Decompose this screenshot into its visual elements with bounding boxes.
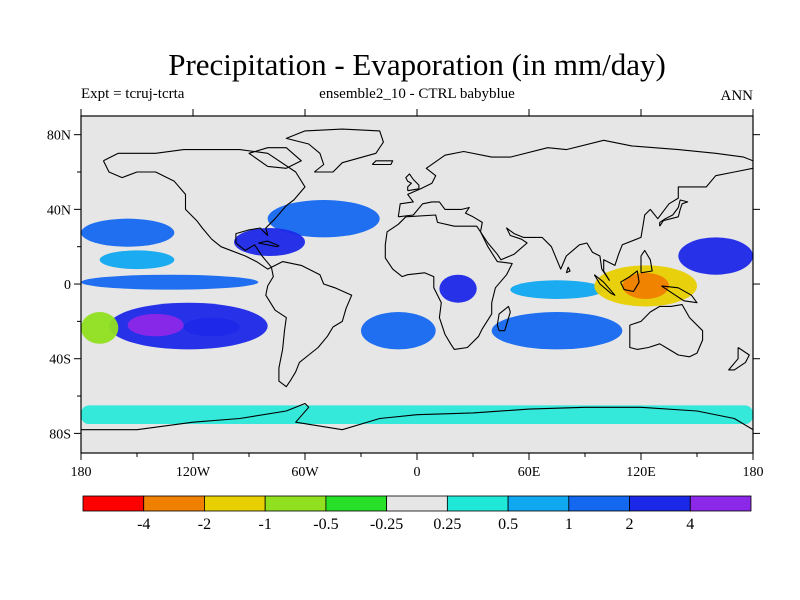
field-region-20 (81, 368, 753, 400)
chart-title: Precipitation - Evaporation (in mm/day) (168, 47, 666, 82)
precip-field-layer (81, 119, 753, 425)
colorbar-swatch (143, 495, 205, 512)
coastline-uk (405, 173, 420, 192)
coastline-sri-lanka (565, 266, 571, 274)
field-region-4 (81, 274, 259, 290)
colorbar (82, 495, 752, 512)
colorbar-swatch (629, 495, 691, 512)
field-region-6 (99, 250, 175, 270)
colorbar-label: 0.5 (498, 516, 518, 533)
lat-tick-label: 40S (49, 353, 71, 368)
colorbar-label: -1 (259, 516, 272, 533)
colorbar-label: 4 (686, 516, 694, 533)
ensemble-label: ensemble2_10 - CTRL babyblue (319, 86, 515, 102)
longitude-axis: 180 120W 60W 0 60E 120E 180 (71, 109, 764, 480)
lon-tick-label: 60W (291, 465, 319, 480)
field-region-7 (267, 200, 380, 238)
coastline-borneo (620, 270, 640, 293)
field-region-18 (622, 272, 670, 299)
field-region-12 (137, 119, 529, 150)
lon-tick-label: 120E (626, 465, 656, 480)
colorbar-swatch (264, 495, 327, 512)
colorbar-label: 1 (565, 516, 573, 533)
coastline-australia (629, 304, 704, 358)
field-region-9 (323, 261, 390, 281)
field-region-2 (183, 317, 240, 337)
lon-tick-label: 120W (176, 465, 211, 480)
coastline-new-guinea (661, 285, 698, 304)
field-region-14 (491, 312, 623, 350)
colorbar-swatch (568, 495, 630, 512)
map-panel (80, 115, 754, 454)
colorbar-label: 2 (626, 516, 634, 533)
coastline-south-america (265, 261, 353, 388)
field-region-19 (678, 237, 753, 275)
coastline-baffin (248, 147, 302, 169)
field-region-3 (81, 312, 119, 344)
coastline-eurasia (397, 139, 753, 281)
experiment-label: Expt = tcruj-tcrta (81, 86, 185, 102)
field-region-16 (361, 312, 436, 350)
lat-tick-label: 80N (47, 129, 71, 144)
field-region-1 (127, 313, 184, 337)
colorbar-label: 0.25 (433, 516, 461, 533)
coastline-madagascar (496, 305, 511, 332)
season-label: ANN (721, 88, 754, 104)
coastline-iceland (371, 160, 394, 166)
lon-tick-label: 180 (71, 465, 92, 480)
latitude-axis: 80N 40N 0 40S 80S (47, 129, 760, 442)
lat-tick-label: 0 (64, 278, 71, 293)
lon-tick-label: 180 (743, 465, 764, 480)
colorbar-swatch (446, 495, 509, 512)
coastline-africa (384, 214, 513, 350)
lat-tick-label: 40N (47, 203, 71, 218)
colorbar-label: -0.25 (370, 516, 403, 533)
colorbar-label: -4 (137, 516, 150, 533)
coastline-new-zealand (728, 347, 750, 371)
field-region-15 (510, 280, 604, 299)
field-region-13 (439, 274, 477, 303)
colorbar-labels: -4 -2 -1 -0.5 -0.25 0.25 0.5 1 2 4 (137, 516, 694, 533)
colorbar-label: -2 (198, 516, 211, 533)
field-region-5 (81, 218, 175, 247)
colorbar-label: -0.5 (313, 516, 338, 533)
colorbar-swatch (82, 495, 145, 512)
colorbar-swatch (386, 495, 448, 512)
coastline-layer (81, 128, 753, 431)
coastline-antarctica (81, 402, 753, 431)
lon-tick-label: 0 (414, 465, 421, 480)
colorbar-swatch (507, 495, 570, 512)
coastline-philippines (640, 249, 653, 274)
coastline-north-america (102, 149, 306, 270)
colorbar-swatch (325, 495, 388, 512)
coastline-japan (659, 199, 689, 227)
colorbar-swatch (689, 495, 752, 512)
field-region-10 (314, 168, 408, 195)
coastline-greenland (285, 128, 384, 173)
lon-tick-label: 60E (518, 465, 541, 480)
coastline-cuba (258, 240, 280, 248)
coastline-sumatra (593, 274, 616, 296)
lat-tick-label: 80S (49, 427, 71, 442)
colorbar-swatch (204, 495, 266, 512)
